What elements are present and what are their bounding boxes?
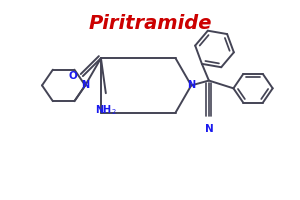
Text: NH$_2$: NH$_2$ (95, 103, 117, 117)
Text: O: O (68, 71, 77, 81)
Text: N: N (205, 124, 213, 134)
Text: N: N (187, 80, 195, 90)
Text: N: N (81, 80, 89, 90)
Text: Piritramide: Piritramide (88, 14, 212, 33)
